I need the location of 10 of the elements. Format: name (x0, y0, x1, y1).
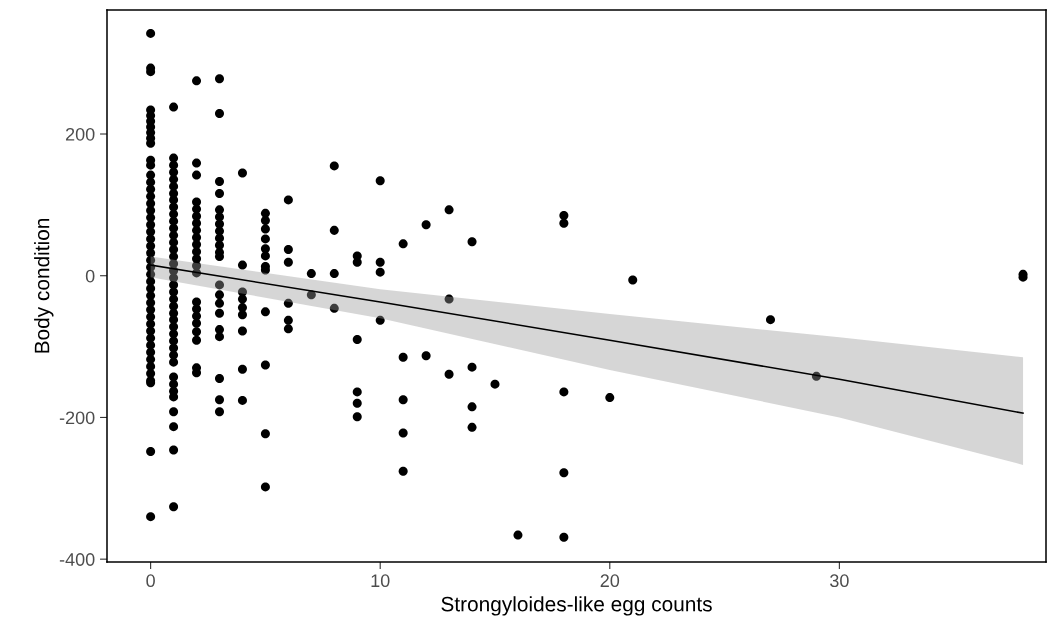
x-tick-label: 20 (600, 574, 620, 588)
y-axis-title: Body condition (34, 219, 54, 353)
x-axis-title: Strongyloides-like egg counts (441, 596, 712, 616)
x-tick-label: 10 (371, 574, 390, 588)
x-tick-label: 30 (830, 574, 849, 588)
y-tick-label: -400 (59, 553, 95, 566)
y-tick-label: 200 (65, 127, 95, 141)
y-tick-label: 0 (85, 269, 95, 283)
x-tick-label: 0 (146, 574, 155, 588)
y-tick-label: -200 (59, 411, 95, 425)
